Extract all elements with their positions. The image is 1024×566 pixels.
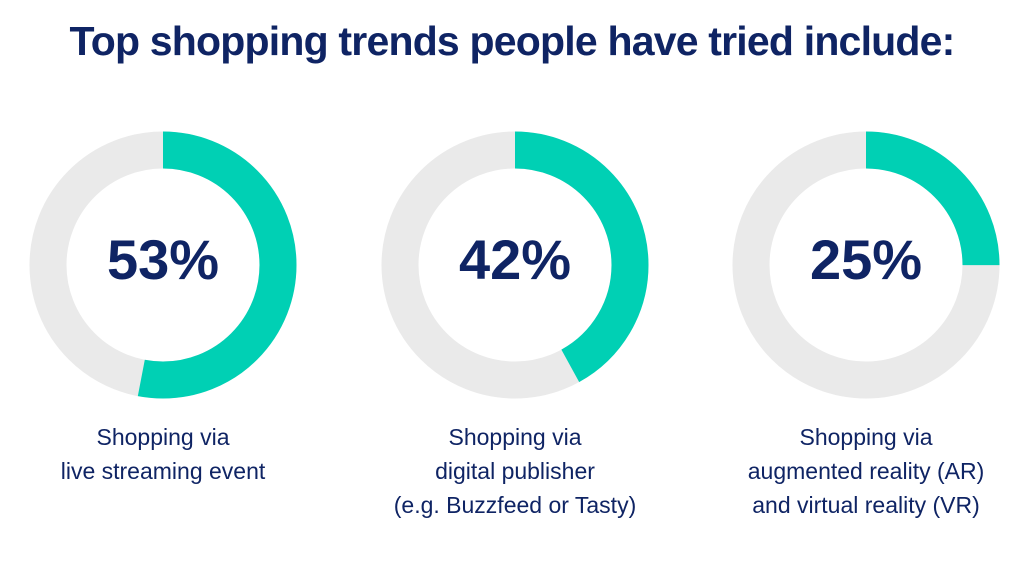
donut-value-arc bbox=[732, 131, 1000, 399]
page-title: Top shopping trends people have tried in… bbox=[69, 18, 956, 64]
caption-line: Shopping via bbox=[96, 424, 230, 450]
donut-chart-svg bbox=[732, 131, 1000, 399]
donut-chart-svg bbox=[29, 131, 297, 399]
percentage-label: 42% bbox=[458, 228, 572, 291]
donut-value-arc bbox=[29, 131, 297, 399]
caption-line: and virtual reality (VR) bbox=[752, 492, 980, 518]
donut-chart-live-streaming: 53% Shopping via live streaming event bbox=[18, 120, 308, 540]
chart-caption: Shopping via augmented reality (AR) and … bbox=[711, 420, 1021, 522]
donut-chart-digital-publisher: 42% Shopping via digital publisher (e.g.… bbox=[370, 120, 660, 540]
chart-caption: Shopping via digital publisher (e.g. Buz… bbox=[360, 420, 670, 522]
caption-line: digital publisher bbox=[435, 458, 595, 484]
caption-line: augmented reality (AR) bbox=[747, 458, 985, 484]
caption-line: (e.g. Buzzfeed or Tasty) bbox=[393, 492, 637, 518]
donut-chart-ar-vr: 25% Shopping via augmented reality (AR) … bbox=[721, 120, 1011, 540]
caption-line: Shopping via bbox=[799, 424, 933, 450]
donut-value-arc bbox=[381, 131, 649, 399]
percentage-label: 53% bbox=[106, 228, 220, 291]
donut-chart-svg bbox=[381, 131, 649, 399]
caption-line: Shopping via bbox=[448, 424, 582, 450]
caption-line: live streaming event bbox=[60, 458, 266, 484]
percentage-label: 25% bbox=[809, 228, 923, 291]
chart-caption: Shopping via live streaming event bbox=[8, 420, 318, 488]
